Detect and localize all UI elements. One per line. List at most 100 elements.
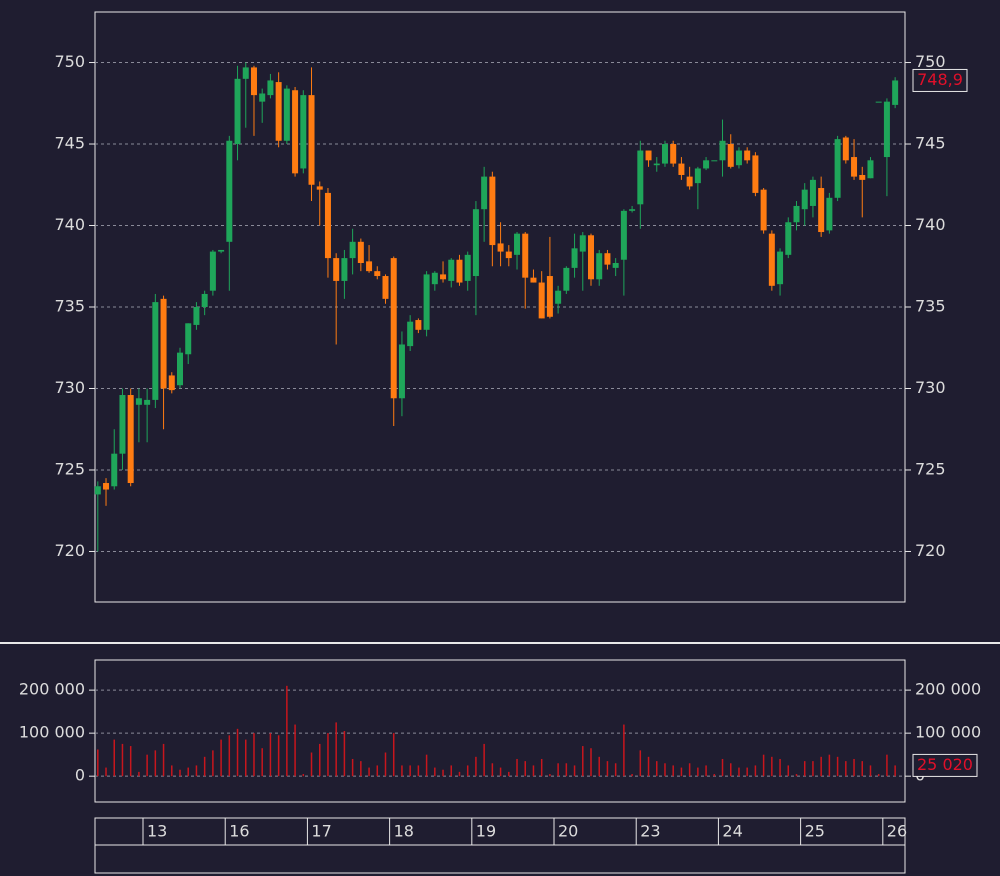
candle-body	[160, 298, 167, 389]
candle-body	[390, 258, 397, 399]
candle-body	[177, 352, 183, 386]
candle-body	[357, 241, 364, 263]
candle-body	[514, 233, 521, 255]
candle-body	[415, 320, 422, 330]
candle-body	[653, 163, 660, 166]
y2-tick-label: 725	[915, 459, 946, 478]
candle-body	[530, 277, 537, 283]
y-tick-label: 740	[54, 215, 85, 234]
candle-body	[481, 176, 488, 210]
candle-body	[94, 486, 101, 495]
candle-body	[168, 375, 175, 391]
candle-body	[579, 235, 586, 252]
candle-body	[111, 453, 118, 487]
candle-body	[193, 307, 200, 325]
candle-body	[226, 140, 233, 242]
y-tick-label: 745	[54, 134, 85, 153]
candle-body	[842, 137, 849, 161]
candle-body	[242, 67, 249, 79]
x-tick-label: 24	[722, 822, 742, 841]
candle-body	[522, 233, 529, 278]
candle-body	[826, 197, 833, 231]
candle-body	[448, 259, 455, 281]
candle-body	[497, 243, 504, 252]
candle-body	[793, 205, 800, 223]
candle-body	[612, 262, 619, 268]
candle-body	[661, 144, 668, 164]
candle-body	[744, 150, 751, 161]
candle-body	[333, 258, 340, 281]
candle-body	[719, 140, 726, 161]
candle-body	[440, 274, 447, 280]
candle-body	[103, 483, 110, 490]
candle-body	[366, 261, 373, 272]
candle-body	[292, 90, 299, 174]
candle-body	[250, 67, 257, 96]
candle-body	[859, 174, 866, 180]
candle-body	[760, 189, 767, 231]
candle-body	[423, 274, 430, 330]
candle-body	[505, 251, 512, 259]
candle-body	[892, 80, 899, 105]
candle-body	[398, 344, 405, 399]
candle-body	[596, 253, 603, 280]
candle-body	[135, 398, 142, 405]
volume-panel	[94, 659, 906, 803]
candle-body	[152, 302, 159, 400]
candle-body	[768, 233, 775, 286]
candle-body	[341, 258, 348, 281]
x-tick-label: 20	[558, 822, 578, 841]
x-tick-label: 23	[640, 822, 660, 841]
candle-body	[127, 395, 134, 484]
candle-body	[752, 155, 759, 193]
last-volume-label: 25 020	[917, 755, 973, 774]
candle-body	[300, 95, 307, 169]
candle-body	[883, 101, 890, 158]
candle-body	[431, 272, 438, 285]
candle-body	[119, 395, 126, 454]
candle-body	[316, 186, 323, 190]
volume-tick-label: 0	[75, 766, 85, 785]
candle-body	[678, 163, 685, 175]
candle-body	[407, 321, 414, 347]
y2-tick-label: 730	[915, 378, 946, 397]
candle-body	[563, 267, 570, 291]
candle-body	[588, 235, 594, 280]
candle-body	[267, 80, 274, 96]
candle-body	[283, 88, 290, 141]
y-tick-label: 725	[54, 459, 85, 478]
y2-tick-label: 745	[915, 134, 946, 153]
candle-body	[456, 259, 463, 283]
candle-body	[382, 276, 389, 299]
candle-body	[645, 150, 652, 161]
candle-body	[711, 160, 718, 162]
candle-body	[801, 189, 808, 210]
volume-tick-label-right: 200 000	[915, 680, 981, 699]
candle-body	[472, 209, 479, 277]
x-tick-label: 19	[476, 822, 496, 841]
candle-body	[867, 160, 874, 179]
volume-tick-label: 200 000	[19, 680, 85, 699]
y-tick-label: 750	[54, 52, 85, 71]
last-volume-box	[912, 753, 978, 777]
candle-body	[809, 179, 816, 206]
y-tick-label: 735	[54, 297, 85, 316]
candle-body	[464, 254, 471, 281]
candle-body	[703, 160, 710, 169]
y2-tick-label: 750	[915, 52, 946, 71]
candle-body	[851, 157, 858, 177]
x-tick-label: 13	[147, 822, 167, 841]
candle-body	[209, 251, 216, 291]
candle-body	[546, 276, 553, 317]
x-tick-label: 17	[311, 822, 331, 841]
candle-body	[875, 101, 882, 103]
y2-tick-label: 720	[915, 541, 946, 560]
y-tick-label: 720	[54, 541, 85, 560]
candle-body	[275, 82, 282, 141]
candle-body	[818, 188, 825, 233]
candle-body	[694, 168, 701, 184]
candle-body	[727, 144, 734, 167]
x-tick-label: 26	[887, 822, 907, 841]
last-price-label: 748,9	[917, 70, 963, 89]
candle-body	[604, 253, 611, 265]
